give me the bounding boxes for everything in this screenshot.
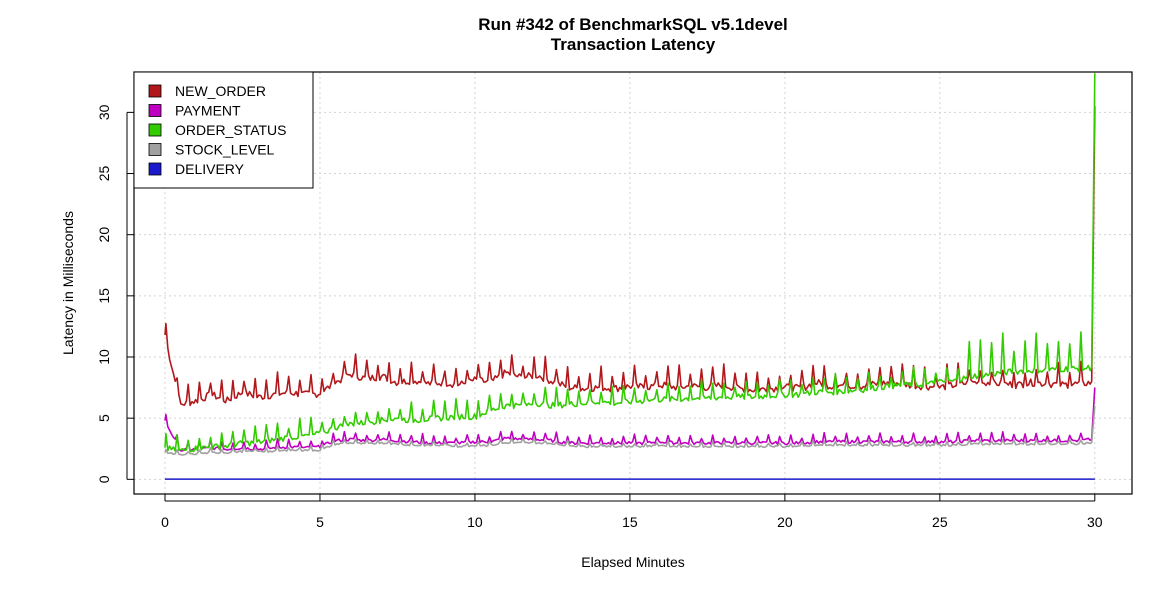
x-tick-label: 25 [932, 514, 948, 530]
y-axis-label: Latency in Milliseconds [60, 211, 76, 355]
legend-label-delivery: DELIVERY [175, 161, 245, 177]
x-tick-label: 15 [622, 514, 638, 530]
legend: NEW_ORDER PAYMENT ORDER_STATUS STOCK_LEVEL D… [133, 71, 314, 189]
x-tick-label: 5 [316, 514, 324, 530]
y-axis: 0 5 10 15 20 25 30 [96, 104, 134, 483]
plot-frame [133, 71, 1133, 495]
series-line-new-order [164, 106, 1096, 407]
chart-title: Run #342 of BenchmarkSQL v5.1devel [478, 15, 788, 34]
x-tick-label: 20 [777, 514, 793, 530]
legend-swatch-order-status [148, 123, 162, 137]
chart-subtitle: Transaction Latency [551, 35, 716, 54]
y-tick-label: 30 [96, 104, 112, 120]
y-tick-label: 20 [96, 227, 112, 243]
legend-swatch-stock-level [148, 143, 162, 156]
legend-label-new-order: NEW_ORDER [175, 83, 266, 99]
series-layer [164, 73, 1096, 480]
y-tick-label: 25 [96, 166, 112, 182]
legend-label-stock-level: STOCK_LEVEL [175, 142, 275, 158]
legend-label-payment: PAYMENT [175, 103, 241, 119]
y-tick-label: 15 [96, 288, 112, 304]
x-tick-label: 10 [467, 514, 483, 530]
legend-swatch-delivery [148, 162, 162, 176]
y-tick-label: 0 [96, 475, 112, 483]
y-tick-label: 10 [96, 349, 112, 365]
series-line-stock-level [164, 405, 1096, 456]
y-tick-label: 5 [96, 414, 112, 422]
x-axis-label: Elapsed Minutes [581, 554, 685, 570]
x-axis: 0 5 10 15 20 25 30 [161, 494, 1103, 530]
x-tick-label: 30 [1087, 514, 1103, 530]
series-line-order-status [164, 73, 1096, 453]
legend-box [133, 71, 314, 189]
legend-swatch-payment [148, 104, 162, 117]
legend-swatch-new-order [148, 84, 162, 98]
legend-label-order-status: ORDER_STATUS [175, 122, 287, 138]
series-line-payment [164, 387, 1096, 452]
x-tick-label: 0 [161, 514, 169, 530]
